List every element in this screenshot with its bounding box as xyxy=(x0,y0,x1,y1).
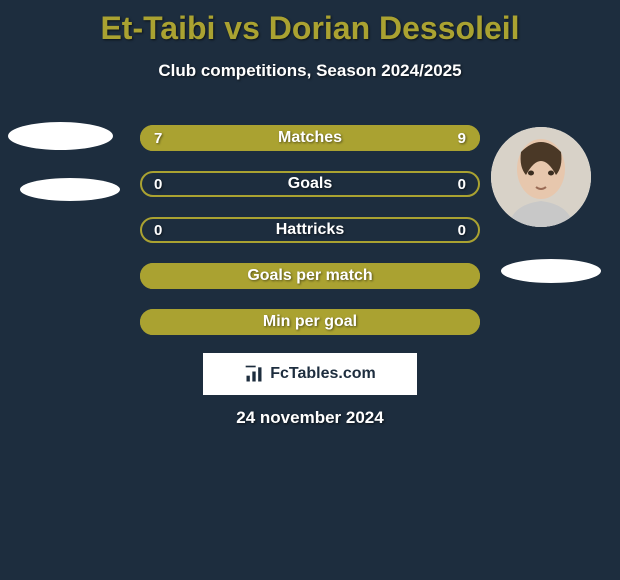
stat-bar-value-left: 7 xyxy=(154,125,162,151)
player-right-avatar xyxy=(491,127,591,227)
bar-chart-icon xyxy=(244,364,264,384)
person-icon xyxy=(491,127,591,227)
stat-bar-label: Goals per match xyxy=(140,263,480,289)
comparison-bars: Matches79Goals00Hattricks00Goals per mat… xyxy=(140,125,480,355)
stat-bar: Matches7 9 xyxy=(140,125,480,151)
stat-bar-value-right: 0 xyxy=(458,171,466,197)
stat-bar: Goals0 0 xyxy=(140,171,480,197)
player-right-club-placeholder xyxy=(501,259,601,283)
stat-bar-label: Hattricks xyxy=(140,217,480,243)
logo-text: FcTables.com xyxy=(270,365,376,383)
stat-bar-label: Goals xyxy=(140,171,480,197)
stat-bar-label: Matches xyxy=(140,125,480,151)
player-left-club-placeholder xyxy=(20,178,120,201)
stat-bar-value-left: 0 xyxy=(154,171,162,197)
stat-bar-value-right: 0 xyxy=(458,217,466,243)
stat-bar: Hattricks0 0 xyxy=(140,217,480,243)
subtitle: Club competitions, Season 2024/2025 xyxy=(0,61,620,81)
stat-bar-label: Min per goal xyxy=(140,309,480,335)
source-logo: FcTables.com xyxy=(202,352,418,396)
stat-bar: Goals per match xyxy=(140,263,480,289)
player-left-avatar-placeholder xyxy=(8,122,113,150)
stat-bar-value-right: 9 xyxy=(458,125,466,151)
date-label: 24 november 2024 xyxy=(0,408,620,428)
stat-bar-value-left: 0 xyxy=(154,217,162,243)
stat-bar: Min per goal xyxy=(140,309,480,335)
page-title: Et-Taibi vs Dorian Dessoleil xyxy=(0,0,620,47)
